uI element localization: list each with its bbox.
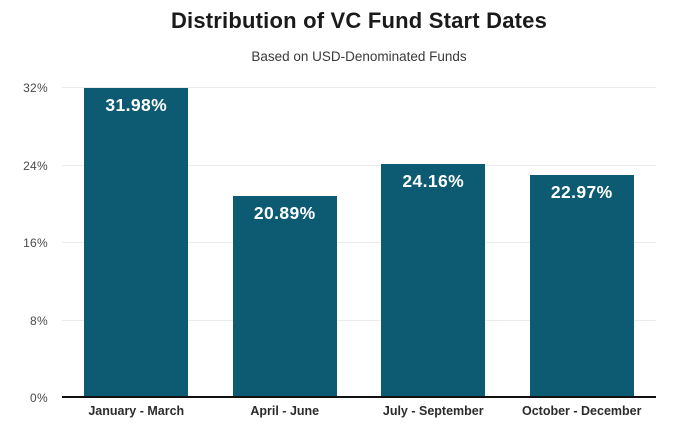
y-tick-label: 24% [23,158,48,173]
y-tick-label: 32% [23,81,48,95]
plot-area: 31.98% 20.89% 24.16% 22.97% [62,87,656,398]
gridline [62,164,656,166]
x-tick-label: January - March [88,404,185,418]
gridline [62,319,656,321]
bar: 20.89% [232,195,337,398]
y-tick-label: 16% [23,236,48,250]
y-tick-label: 0% [30,391,48,405]
x-axis-baseline [62,396,656,398]
bar-value-label: 22.97% [550,182,613,203]
chart-subtitle: Based on USD-Denominated Funds [251,49,467,64]
x-tick-label: April - June [250,404,320,418]
y-axis-labels: 0% 8% 16% 24% 32% [0,81,54,405]
bar-value-label: 24.16% [402,170,465,191]
x-axis-labels: January - March April - June July - Septem… [62,404,656,424]
bar: 24.16% [381,163,486,398]
bar-value-label: 20.89% [253,202,316,223]
gridline [62,87,656,88]
x-tick-label: October - December [522,404,642,418]
chart-title: Distribution of VC Fund Start Dates [170,8,548,33]
y-tick-label: 8% [30,313,48,328]
bar-value-label: 31.98% [105,95,168,116]
gridline [62,242,656,243]
bar: 22.97% [529,175,634,398]
bar: 31.98% [84,88,189,398]
x-tick-label: July - September [382,404,484,418]
